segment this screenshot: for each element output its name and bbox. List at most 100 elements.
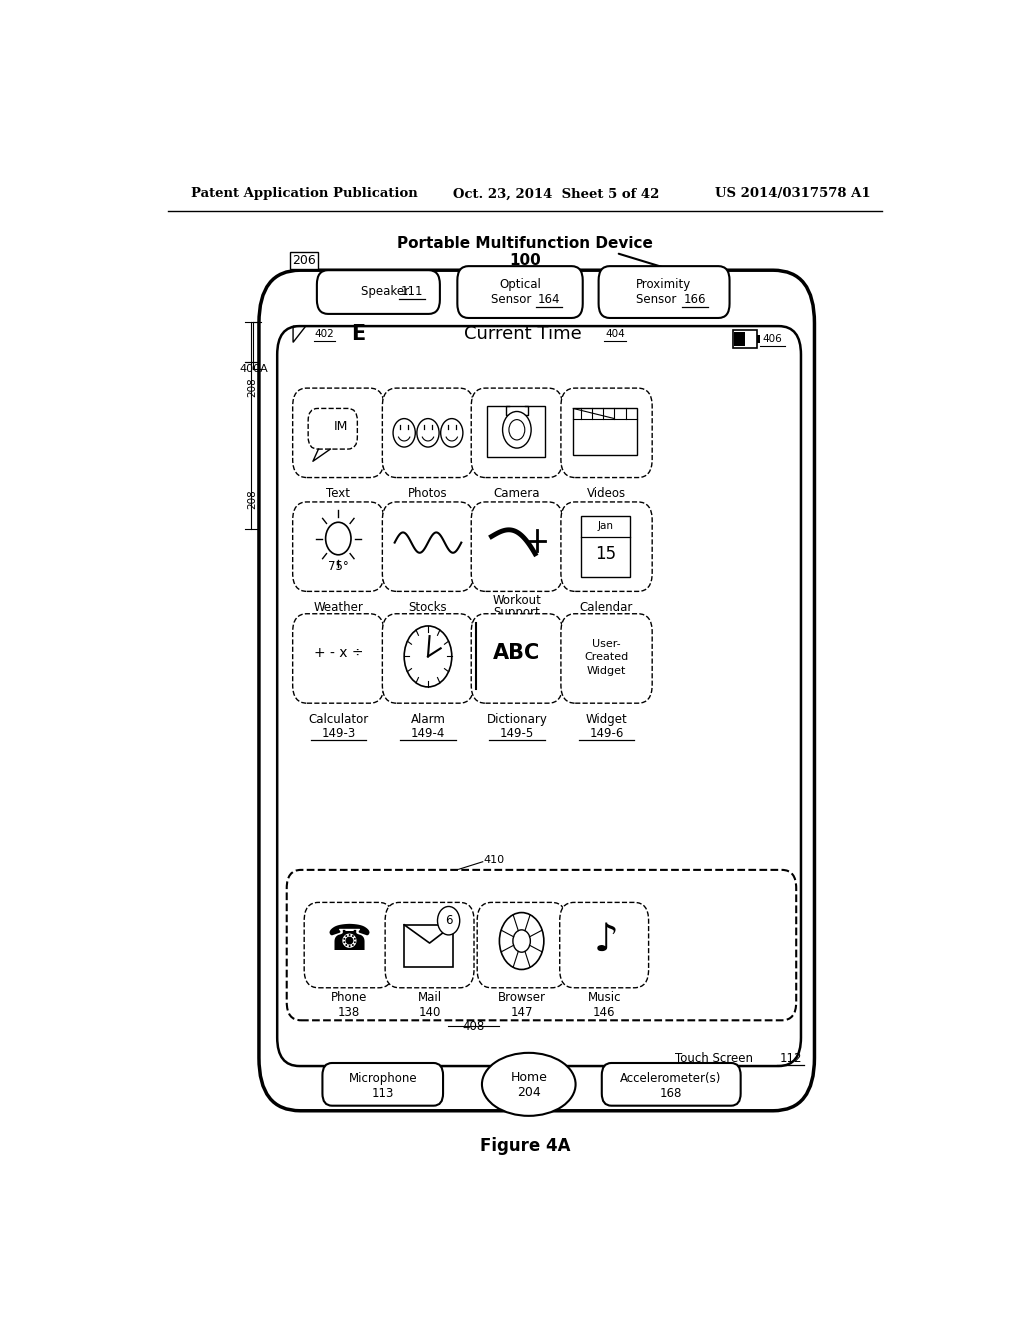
Text: User-: User- — [592, 639, 621, 649]
FancyBboxPatch shape — [259, 271, 814, 1110]
Text: Portable Multifunction Device: Portable Multifunction Device — [397, 236, 652, 251]
Text: 149-6: 149-6 — [590, 727, 624, 741]
Text: 206: 206 — [292, 255, 316, 267]
Circle shape — [326, 523, 351, 554]
Text: 149-5: 149-5 — [500, 727, 534, 741]
Text: 208: 208 — [247, 378, 257, 397]
Text: Accelerometer(s): Accelerometer(s) — [621, 1072, 722, 1085]
FancyBboxPatch shape — [582, 516, 631, 577]
FancyBboxPatch shape — [382, 502, 474, 591]
Circle shape — [440, 418, 463, 447]
Text: 113: 113 — [372, 1086, 394, 1100]
FancyBboxPatch shape — [561, 614, 652, 704]
Text: 204: 204 — [517, 1086, 541, 1100]
Text: Sensor: Sensor — [492, 293, 536, 306]
Text: 112: 112 — [779, 1052, 802, 1065]
Circle shape — [509, 420, 525, 440]
Text: 140: 140 — [419, 1006, 440, 1019]
FancyBboxPatch shape — [486, 407, 546, 457]
Text: Photos: Photos — [409, 487, 447, 500]
Text: Sensor: Sensor — [636, 293, 680, 306]
Text: Proximity: Proximity — [636, 279, 691, 290]
Text: Current Time: Current Time — [464, 325, 582, 343]
Text: 404: 404 — [605, 329, 625, 339]
Circle shape — [500, 912, 544, 969]
FancyBboxPatch shape — [471, 502, 562, 591]
Text: Speaker: Speaker — [360, 285, 413, 298]
Text: 168: 168 — [659, 1086, 682, 1100]
Text: Text: Text — [327, 487, 350, 500]
Text: IM: IM — [334, 420, 348, 433]
Text: 408: 408 — [462, 1020, 484, 1034]
Text: Home: Home — [510, 1071, 547, 1084]
FancyBboxPatch shape — [734, 333, 745, 346]
Text: ABC: ABC — [494, 643, 541, 664]
Text: 145: 145 — [595, 502, 617, 515]
Text: Calendar: Calendar — [580, 601, 633, 614]
FancyBboxPatch shape — [560, 903, 648, 987]
Text: Created: Created — [585, 652, 629, 663]
Text: 149-2: 149-2 — [411, 615, 445, 628]
FancyBboxPatch shape — [404, 925, 454, 968]
Text: Alarm: Alarm — [411, 713, 445, 726]
Text: E: E — [351, 325, 366, 345]
Text: 100: 100 — [509, 252, 541, 268]
FancyBboxPatch shape — [287, 870, 797, 1020]
Text: Phone: Phone — [331, 991, 367, 1005]
Text: Stocks: Stocks — [409, 601, 447, 614]
Text: 148: 148 — [595, 615, 617, 628]
Text: 149-3: 149-3 — [322, 727, 355, 741]
FancyBboxPatch shape — [382, 388, 474, 478]
FancyBboxPatch shape — [477, 903, 566, 987]
FancyBboxPatch shape — [304, 903, 393, 987]
Text: Browser: Browser — [498, 991, 546, 1005]
Text: ☎: ☎ — [326, 923, 371, 957]
Circle shape — [503, 412, 531, 447]
Text: Workout: Workout — [493, 594, 542, 607]
FancyBboxPatch shape — [278, 326, 801, 1067]
FancyBboxPatch shape — [458, 267, 583, 318]
Text: Widget: Widget — [586, 713, 628, 726]
Text: Figure 4A: Figure 4A — [479, 1138, 570, 1155]
FancyBboxPatch shape — [602, 1063, 740, 1106]
FancyBboxPatch shape — [308, 408, 357, 449]
Text: 149-1: 149-1 — [322, 615, 355, 628]
FancyBboxPatch shape — [561, 388, 652, 478]
FancyBboxPatch shape — [573, 408, 637, 455]
Text: Optical: Optical — [499, 279, 541, 290]
Circle shape — [393, 418, 416, 447]
FancyBboxPatch shape — [385, 903, 474, 987]
Text: 138: 138 — [338, 1006, 359, 1019]
Text: Support: Support — [494, 606, 541, 619]
Ellipse shape — [482, 1053, 575, 1115]
Text: 143: 143 — [506, 502, 528, 515]
FancyBboxPatch shape — [293, 388, 384, 478]
Circle shape — [437, 907, 460, 935]
Text: 402: 402 — [314, 329, 334, 339]
Text: Touch Screen: Touch Screen — [675, 1052, 757, 1065]
Text: 15: 15 — [595, 545, 616, 562]
FancyBboxPatch shape — [471, 614, 562, 704]
Text: ♪: ♪ — [593, 921, 618, 960]
Text: 75°: 75° — [328, 561, 349, 573]
FancyBboxPatch shape — [316, 271, 440, 314]
Text: Videos: Videos — [587, 487, 626, 500]
FancyBboxPatch shape — [382, 614, 474, 704]
Text: 6: 6 — [444, 915, 453, 927]
Text: Oct. 23, 2014  Sheet 5 of 42: Oct. 23, 2014 Sheet 5 of 42 — [454, 187, 659, 201]
Text: Camera: Camera — [494, 487, 540, 500]
Text: Mail: Mail — [418, 991, 441, 1005]
Text: 111: 111 — [400, 285, 423, 298]
FancyBboxPatch shape — [293, 502, 384, 591]
Text: 166: 166 — [683, 293, 706, 306]
Text: 144: 144 — [417, 502, 439, 515]
Text: Microphone: Microphone — [348, 1072, 417, 1085]
Text: 142: 142 — [506, 619, 528, 632]
Text: 147: 147 — [510, 1006, 532, 1019]
Text: 400A: 400A — [240, 364, 268, 374]
Text: 406: 406 — [763, 334, 782, 345]
Circle shape — [417, 418, 439, 447]
FancyBboxPatch shape — [561, 502, 652, 591]
Text: US 2014/0317578 A1: US 2014/0317578 A1 — [715, 187, 870, 201]
FancyBboxPatch shape — [599, 267, 729, 318]
